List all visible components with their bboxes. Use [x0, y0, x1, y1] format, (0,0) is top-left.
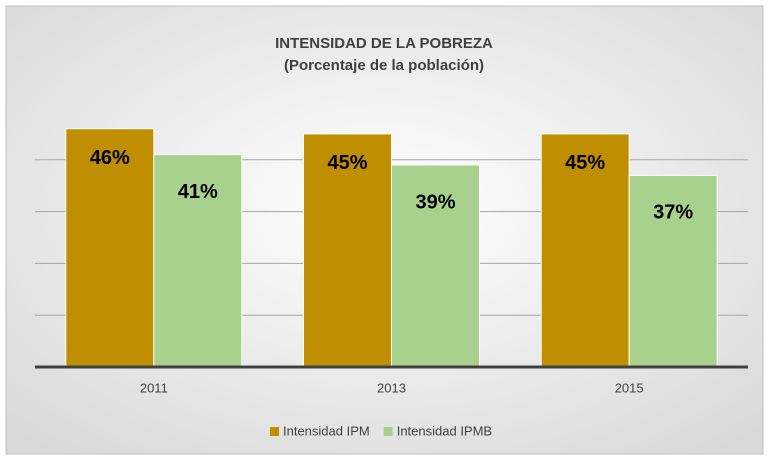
- data-label: 45%: [327, 152, 367, 174]
- bar: [540, 133, 630, 368]
- data-label: 45%: [565, 152, 605, 174]
- bar: [391, 164, 480, 368]
- data-label: 46%: [90, 147, 130, 169]
- bar: [628, 174, 718, 368]
- data-label: 39%: [415, 191, 455, 213]
- legend-label: Intensidad IPMB: [397, 423, 492, 438]
- chart-title: INTENSIDAD DE LA POBREZA: [275, 35, 493, 52]
- data-label: 41%: [178, 181, 218, 203]
- legend-swatch: [383, 427, 393, 436]
- legend-label: Intensidad IPM: [283, 423, 370, 438]
- chart-subtitle: (Porcentaje de la población): [284, 57, 484, 74]
- x-tick-label: 2015: [615, 380, 644, 395]
- bar: [303, 133, 392, 368]
- bar: [153, 154, 243, 368]
- data-label: 37%: [653, 202, 693, 224]
- x-tick-label: 2013: [377, 380, 406, 395]
- x-tick-label: 2011: [140, 380, 168, 395]
- legend-swatch: [270, 427, 279, 436]
